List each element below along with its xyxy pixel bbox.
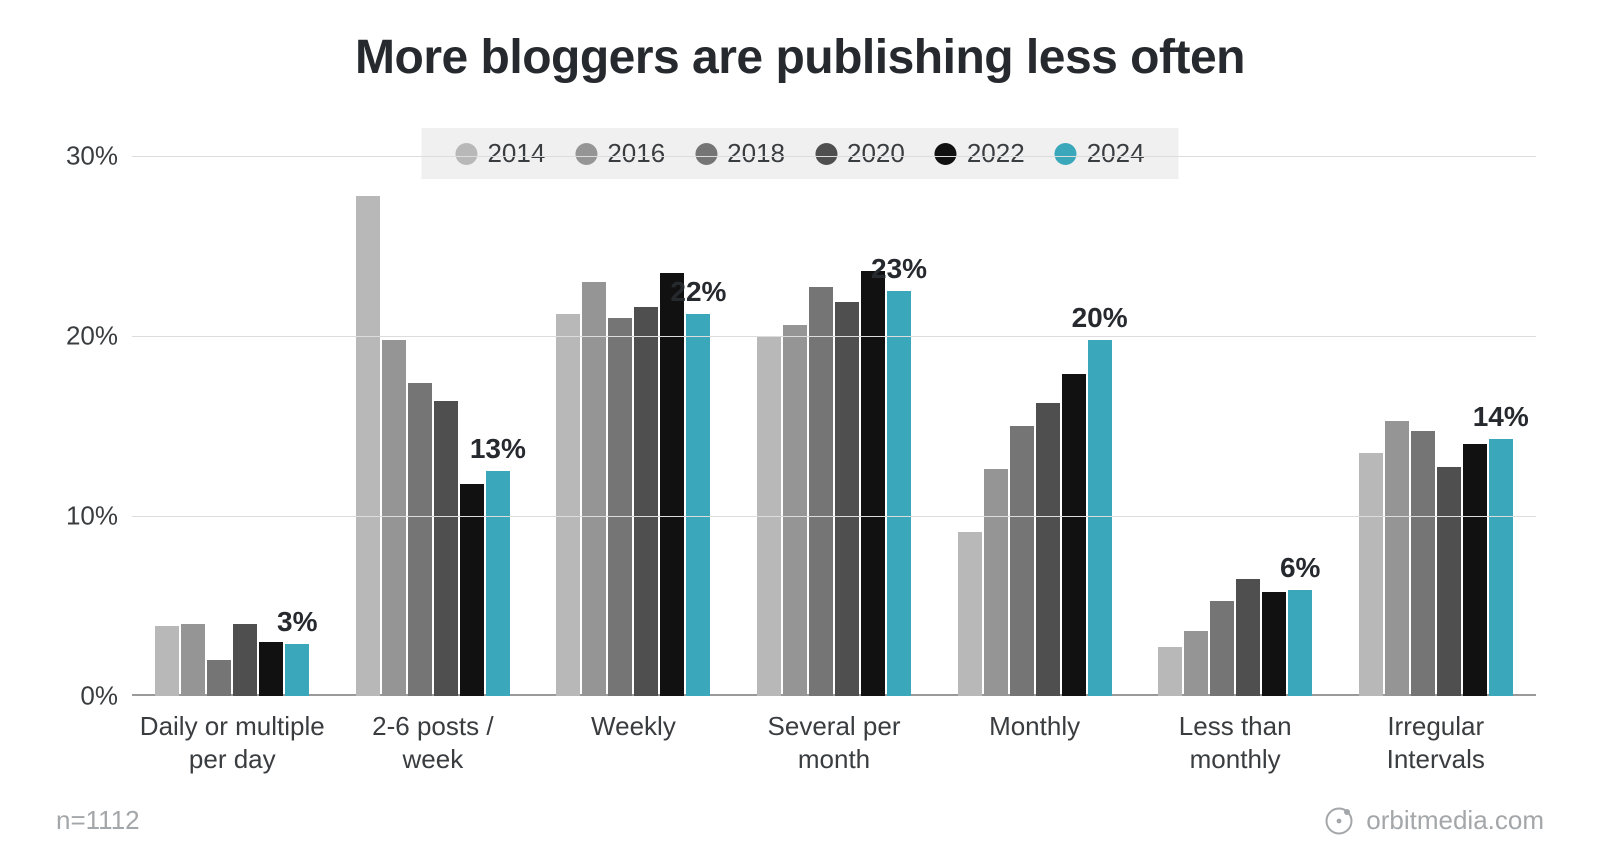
bar <box>887 291 911 696</box>
bar <box>835 302 859 696</box>
gridline <box>132 516 1536 517</box>
x-axis-category-label: Monthly <box>935 696 1135 743</box>
bar-cluster <box>1158 579 1312 696</box>
x-axis-category-label: IrregularIntervals <box>1336 696 1536 775</box>
sample-size-label: n=1112 <box>56 805 140 836</box>
bar <box>1158 647 1182 696</box>
category-group: 14%IrregularIntervals <box>1335 156 1536 696</box>
bar <box>408 383 432 696</box>
bar <box>1411 431 1435 696</box>
value-callout: 3% <box>277 606 317 638</box>
bar <box>1262 592 1286 696</box>
bar <box>1236 579 1260 696</box>
value-callout: 20% <box>1072 302 1128 334</box>
bar <box>1210 601 1234 696</box>
gridline <box>132 156 1536 157</box>
value-callout: 23% <box>871 253 927 285</box>
x-axis-category-label: Several permonth <box>734 696 934 775</box>
bar <box>1088 340 1112 696</box>
y-axis-tick-label: 30% <box>66 141 132 172</box>
orbit-icon <box>1324 806 1354 836</box>
bar <box>809 287 833 696</box>
category-group: 20%Monthly <box>934 156 1135 696</box>
bar <box>233 624 257 696</box>
bar <box>259 642 283 696</box>
category-group: 13%2-6 posts /week <box>333 156 534 696</box>
gridline <box>132 336 1536 337</box>
y-axis-tick-label: 20% <box>66 321 132 352</box>
bar <box>1359 453 1383 696</box>
category-group: 23%Several permonth <box>734 156 935 696</box>
bar-cluster <box>958 340 1112 696</box>
x-axis-category-label: Weekly <box>533 696 733 743</box>
chart-container: More bloggers are publishing less often … <box>0 0 1600 858</box>
bar <box>1062 374 1086 696</box>
bar <box>861 271 885 696</box>
bar <box>1288 590 1312 696</box>
bar-cluster <box>757 271 911 696</box>
bar <box>1184 631 1208 696</box>
bar <box>608 318 632 696</box>
bar-groups: 3%Daily or multipleper day13%2-6 posts /… <box>132 156 1536 696</box>
value-callout: 14% <box>1473 401 1529 433</box>
x-axis-category-label: Less thanmonthly <box>1135 696 1335 775</box>
bar <box>155 626 179 696</box>
bar <box>382 340 406 696</box>
bar <box>434 401 458 696</box>
plot-area: 3%Daily or multipleper day13%2-6 posts /… <box>132 156 1536 696</box>
bar <box>582 282 606 696</box>
bar <box>634 307 658 696</box>
chart-title: More bloggers are publishing less often <box>56 30 1544 85</box>
bar <box>783 325 807 696</box>
category-group: 22%Weekly <box>533 156 734 696</box>
bar <box>958 532 982 696</box>
bar <box>181 624 205 696</box>
brand-attribution: orbitmedia.com <box>1324 805 1544 836</box>
category-group: 6%Less thanmonthly <box>1135 156 1336 696</box>
bar <box>486 471 510 696</box>
bar <box>686 314 710 696</box>
x-axis-category-label: Daily or multipleper day <box>132 696 332 775</box>
bar <box>556 314 580 696</box>
chart-footer: n=1112 orbitmedia.com <box>56 805 1544 836</box>
category-group: 3%Daily or multipleper day <box>132 156 333 696</box>
y-axis-tick-label: 0% <box>80 681 132 712</box>
x-axis-category-label: 2-6 posts /week <box>333 696 533 775</box>
y-axis-tick-label: 10% <box>66 501 132 532</box>
value-callout: 22% <box>670 276 726 308</box>
bar <box>1010 426 1034 696</box>
bar <box>207 660 231 696</box>
bar <box>1489 439 1513 696</box>
bar <box>1385 421 1409 696</box>
bar <box>984 469 1008 696</box>
bar <box>285 644 309 696</box>
bar <box>356 196 380 696</box>
value-callout: 6% <box>1280 552 1320 584</box>
bar <box>1463 444 1487 696</box>
brand-label: orbitmedia.com <box>1366 805 1544 836</box>
bar <box>1036 403 1060 696</box>
bar-cluster <box>1359 421 1513 696</box>
bar <box>1437 467 1461 696</box>
value-callout: 13% <box>470 433 526 465</box>
